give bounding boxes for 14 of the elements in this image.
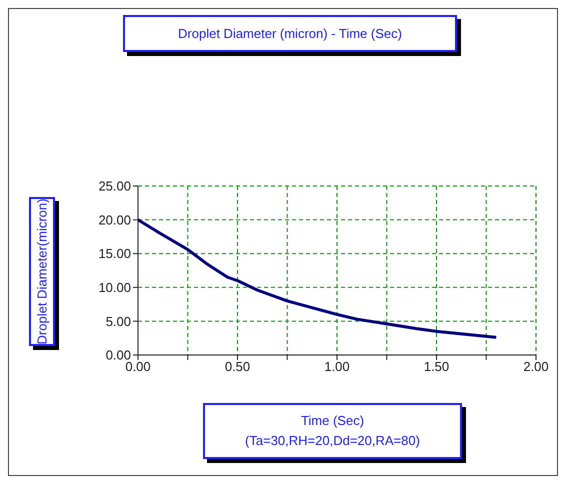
chart-title: Droplet Diameter (micron) - Time (Sec) [123, 15, 457, 52]
y-axis-title: Droplet Diameter(micron) [34, 198, 50, 344]
x-tick-label: 2.00 [523, 359, 549, 374]
y-tick-label: 25.00 [98, 178, 131, 194]
y-tick-label: 15.00 [98, 246, 131, 262]
y-tick-label: 20.00 [98, 212, 131, 228]
x-axis-title: Time (Sec) [300, 412, 366, 430]
x-tick-label: 1.00 [324, 359, 350, 374]
x-tick-label: 1.50 [424, 359, 450, 374]
line-series [138, 218, 498, 339]
x-tick-label: 0.50 [224, 359, 250, 374]
text: (Ta=30,RH=20,Dd=20,RA=80) [244, 432, 421, 450]
y-tick-label: 5.00 [106, 314, 131, 329]
y-tick-label: 10.00 [98, 280, 131, 296]
